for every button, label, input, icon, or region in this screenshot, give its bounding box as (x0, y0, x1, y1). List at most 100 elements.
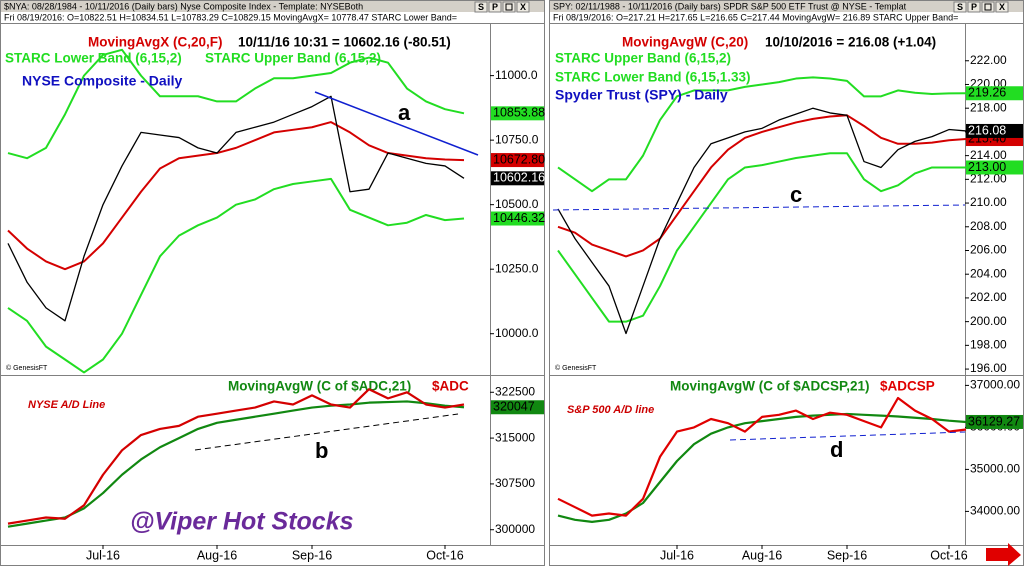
last-value-box (966, 86, 1023, 101)
last-value-label: 36129.27 (968, 414, 1020, 428)
panel-subtitle: S&P 500 A/D line (567, 404, 654, 416)
y-tick-label: 300000 (495, 522, 535, 536)
window-button[interactable] (502, 1, 516, 13)
y-tick-label: 222.00 (970, 53, 1007, 67)
y-tick-label: 206.00 (970, 243, 1007, 257)
annotation: c (790, 182, 802, 207)
readout: 10/10/2016 = 216.08 (+1.04) (765, 35, 936, 50)
info-bar: Fri 08/19/2016: O=10822.51 H=10834.51 L=… (4, 12, 457, 22)
last-value-label: 10602.16 (493, 171, 545, 185)
legend-entry: MovingAvgW (C of $ADCSP,21) (670, 379, 870, 394)
legend-entry: MovingAvgX (C,20,F) (88, 35, 223, 50)
panel-subtitle: NYSE Composite - Daily (22, 73, 182, 89)
trend-line-a (314, 91, 479, 156)
annotation: b (315, 438, 328, 463)
x-tick-label: Sep-16 (827, 548, 867, 562)
last-value-box (491, 171, 544, 186)
last-value-label: 219.26 (968, 86, 1006, 100)
series-line (7, 95, 465, 322)
series-line (557, 114, 967, 258)
y-tick-label: 10250.0 (495, 261, 539, 275)
y-tick-label: 315000 (495, 430, 535, 444)
legend-entry: MovingAvgW (C,20) (622, 35, 748, 50)
window-button-label[interactable]: X (520, 2, 526, 12)
series-line (557, 152, 966, 323)
panel-subtitle: NYSE A/D Line (28, 399, 105, 411)
legend-entry: STARC Upper Band (6,15,2) (555, 51, 731, 66)
watermark: @Viper Hot Stocks (130, 508, 354, 536)
y-tick-label: 307500 (495, 476, 535, 490)
window-button[interactable] (474, 1, 488, 13)
x-tick-label: Aug-16 (197, 548, 237, 562)
y-tick-label: 202.00 (970, 290, 1007, 304)
x-tick-label: Oct-16 (426, 548, 464, 562)
legend-entry: MovingAvgW (C of $ADC,21) (228, 379, 411, 394)
window-button[interactable] (516, 1, 530, 13)
credit: © GenesisFT (6, 364, 48, 372)
window-button[interactable] (995, 1, 1009, 13)
title-text: SPY: 02/11/1988 - 10/11/2016 (Daily bars… (553, 1, 907, 11)
x-tick-label: Oct-16 (930, 548, 968, 562)
y-tick-label: 200.00 (970, 314, 1007, 328)
y-tick-label: 196.00 (970, 361, 1007, 375)
panel-subtitle: Spyder Trust (SPY) - Daily (555, 87, 728, 103)
legend-entry: STARC Upper Band (6,15,2) (205, 51, 381, 66)
series-line (557, 107, 967, 335)
window-button[interactable] (967, 1, 981, 13)
window-button-label[interactable]: S (478, 2, 484, 12)
trend-line-b (194, 413, 459, 451)
y-tick-label: 37000.00 (970, 378, 1020, 392)
series-line (557, 76, 967, 193)
title-bar (1, 1, 544, 12)
last-value-box (966, 160, 1023, 175)
window-button-label[interactable]: P (971, 2, 977, 12)
y-tick-label: 322500 (495, 384, 535, 398)
last-value-box (491, 106, 544, 121)
last-value-label: 213.00 (968, 160, 1006, 174)
last-value-box (966, 123, 1023, 138)
restore-glyph (984, 3, 992, 11)
series-line (7, 177, 465, 374)
legend-entry: $ADCSP (880, 379, 935, 394)
info-bar: Fri 08/19/2016: O=217.21 H=217.65 L=216.… (553, 12, 958, 22)
last-value-label: 10446.32 (493, 211, 545, 225)
legend-entry: STARC Lower Band (6,15,2) (5, 51, 182, 66)
title-bar (550, 1, 1023, 12)
last-value-label: 10853.88 (493, 106, 545, 120)
series-line (7, 48, 465, 160)
last-value-box (491, 211, 544, 226)
window-button-label[interactable]: S (957, 2, 963, 12)
window-button[interactable] (981, 1, 995, 13)
scroll-arrow[interactable] (986, 543, 1021, 566)
series-line (557, 412, 967, 524)
series-line (7, 400, 465, 528)
x-tick-label: Jul-16 (660, 548, 694, 562)
x-tick-label: Aug-16 (742, 548, 782, 562)
last-value-label: 216.08 (968, 123, 1006, 137)
series-line (557, 396, 967, 517)
y-tick-label: 204.00 (970, 266, 1007, 280)
readout: 10/11/16 10:31 = 10602.16 (-80.51) (238, 35, 451, 50)
trend-line-c (552, 204, 966, 211)
series-line (7, 388, 465, 525)
last-value-label: 320047 (493, 400, 535, 414)
x-tick-label: Jul-16 (86, 548, 120, 562)
y-tick-label: 214.00 (970, 148, 1007, 162)
last-value-box (491, 400, 544, 415)
y-tick-label: 10500.0 (495, 197, 539, 211)
restore-glyph (505, 3, 513, 11)
y-tick-label: 208.00 (970, 219, 1007, 233)
legend-entry: $ADC (432, 379, 469, 394)
window-button-label[interactable]: X (999, 2, 1005, 12)
window-button-label[interactable]: P (492, 2, 498, 12)
last-value-box (966, 414, 1023, 429)
credit: © GenesisFT (555, 364, 597, 372)
window-button[interactable] (488, 1, 502, 13)
window-button[interactable] (953, 1, 967, 13)
annotation: a (398, 100, 411, 125)
last-value-label: 10672.80 (493, 152, 545, 166)
y-tick-label: 218.00 (970, 100, 1007, 114)
y-tick-label: 10000.0 (495, 326, 539, 340)
y-tick-label: 35000.00 (970, 462, 1020, 476)
